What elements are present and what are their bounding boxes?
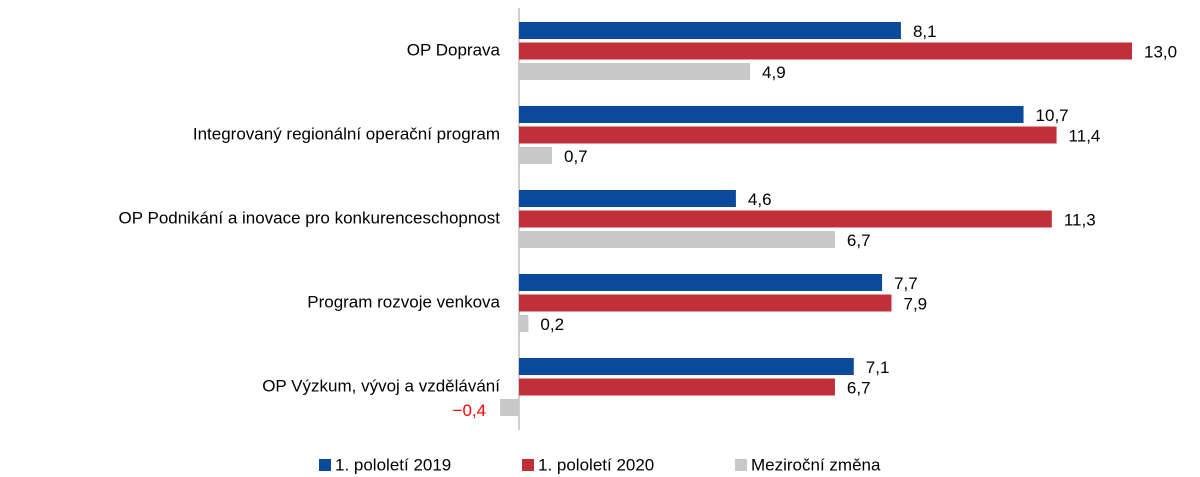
bar [519, 294, 892, 312]
data-label: 11,3 [1064, 210, 1096, 229]
category-label: OP Doprava [407, 40, 501, 59]
bar [519, 126, 1057, 144]
data-label: 0,7 [564, 147, 588, 166]
bar [519, 358, 854, 375]
data-label: 4,6 [748, 190, 772, 209]
bar [519, 210, 1052, 228]
bar [519, 147, 553, 164]
category-label: Integrovaný regionální operační program [193, 124, 500, 143]
data-label: 13,0 [1144, 42, 1177, 61]
category-label: OP Podnikání a inovace pro konkurencesch… [119, 208, 501, 227]
legend-swatch [735, 459, 747, 471]
bar [519, 106, 1024, 123]
data-label: 8,1 [913, 22, 937, 41]
category-label: Program rozvoje venkova [307, 292, 500, 311]
legend-swatch [319, 459, 331, 471]
data-label: 7,9 [904, 294, 928, 313]
data-label: 0,2 [540, 315, 564, 334]
legend-swatch [522, 459, 534, 471]
bar [519, 190, 736, 207]
bar [519, 22, 901, 39]
data-label: 4,9 [762, 63, 786, 82]
data-label: 7,7 [894, 274, 918, 293]
category-label: OP Výzkum, vývoj a vzdělávání [262, 376, 500, 395]
bar [519, 378, 835, 396]
bar [519, 315, 529, 332]
legend-label: Meziroční změna [751, 455, 881, 474]
bar [519, 42, 1132, 60]
data-label: 6,7 [847, 378, 871, 397]
data-label: 11,4 [1069, 126, 1101, 145]
bar [519, 274, 883, 291]
legend-label: 1. pololetí 2020 [538, 455, 654, 474]
data-label: 10,7 [1036, 106, 1069, 125]
legend-label: 1. pololetí 2019 [335, 455, 451, 474]
bar [519, 63, 751, 80]
data-label: 6,7 [847, 231, 871, 250]
bar [500, 399, 519, 416]
data-label: 7,1 [866, 358, 890, 377]
bar [519, 231, 835, 248]
data-label: −0,4 [453, 401, 487, 420]
